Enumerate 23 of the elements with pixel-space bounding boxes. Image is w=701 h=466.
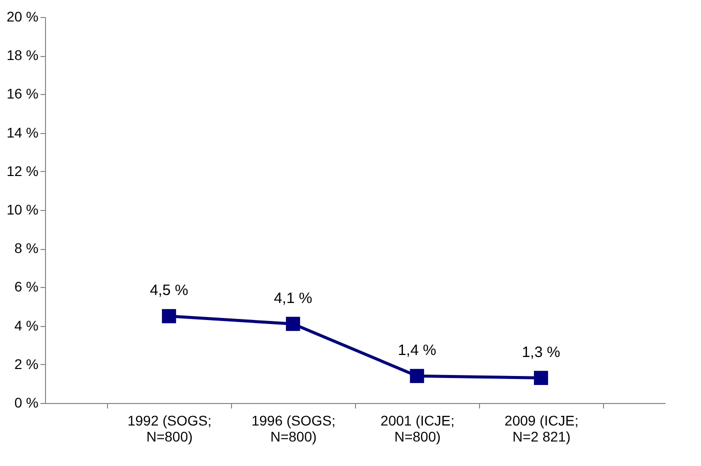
y-tick-label: 2 % [14, 356, 38, 372]
y-tick-label: 8 % [14, 240, 38, 256]
y-tick-label: 16 % [6, 86, 38, 102]
x-tick-label: 1992 (SOGS; N=800) [127, 412, 212, 444]
y-tick-label: 18 % [6, 47, 38, 64]
point [410, 368, 424, 384]
point [162, 309, 176, 324]
y-tick-label: 14 % [6, 124, 38, 140]
point [534, 370, 548, 385]
data-label: 4,1 % [274, 290, 312, 307]
y-tick-label: 0 % [14, 394, 38, 410]
x-tick-label: 2001 (ICJE; N=800) [380, 412, 454, 444]
x-tick-label: 2009 (ICJE; N=2 821) [504, 412, 578, 444]
y-tick-label: 6 % [14, 278, 38, 295]
data-label: 1,3 % [522, 344, 560, 361]
data-label: 1,4 % [398, 342, 436, 359]
y-tick-label: 20 % [6, 8, 38, 24]
y-tick-label: 4 % [14, 317, 38, 334]
y-tick-label: 10 % [6, 202, 38, 218]
data-label: 4,5 % [150, 282, 188, 300]
x-tick-label: 1996 (SOGS; N=800) [251, 412, 336, 444]
point [286, 316, 300, 331]
y-tick-label: 12 % [6, 162, 38, 179]
